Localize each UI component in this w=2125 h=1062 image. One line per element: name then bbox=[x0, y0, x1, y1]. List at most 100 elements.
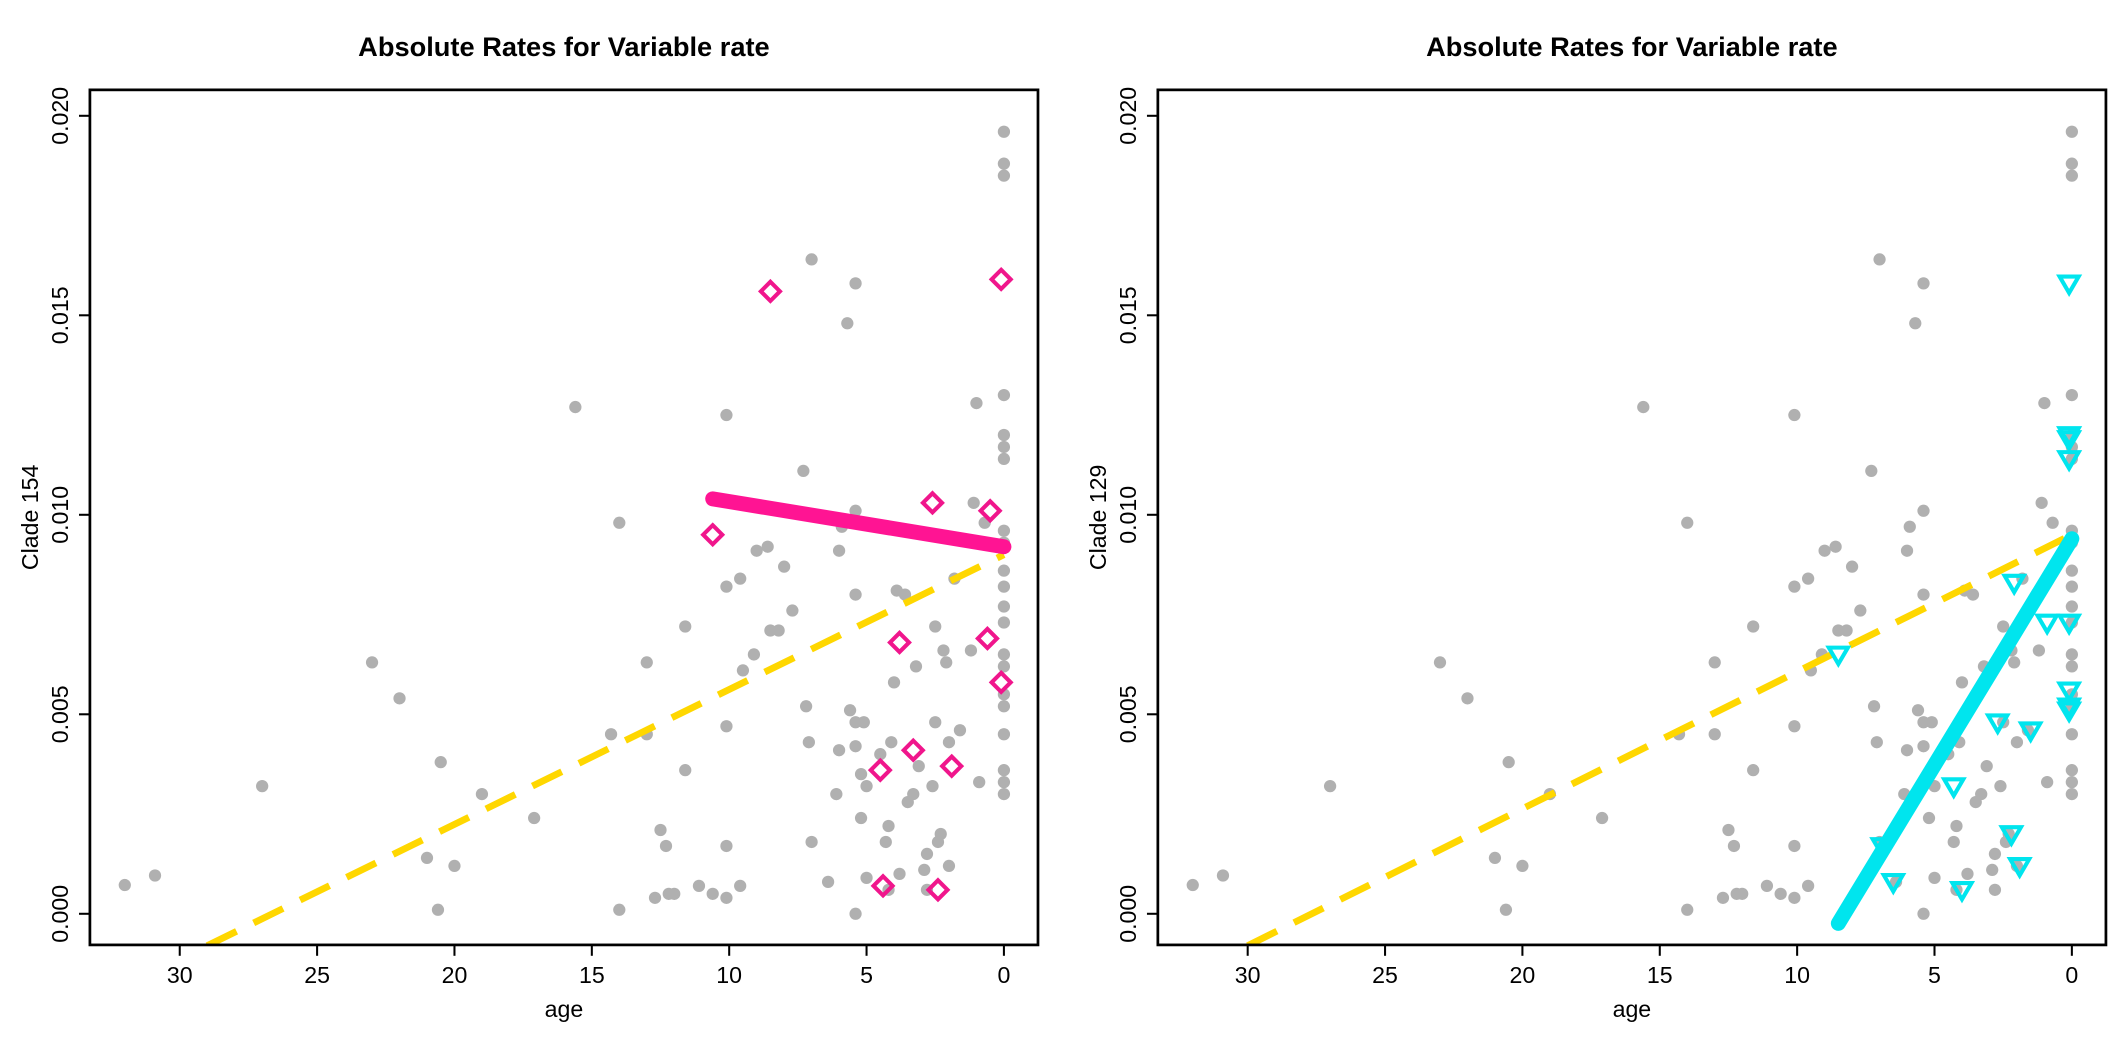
point bbox=[2056, 701, 2083, 724]
point bbox=[973, 775, 986, 789]
point bbox=[1488, 851, 1502, 865]
point bbox=[1975, 787, 1988, 801]
point bbox=[1788, 891, 1801, 904]
point bbox=[2065, 125, 2078, 138]
point bbox=[2008, 656, 2021, 669]
point bbox=[1788, 580, 1801, 593]
point bbox=[2006, 857, 2033, 880]
x-tick-label: 30 bbox=[167, 962, 193, 988]
plot-area bbox=[118, 125, 1014, 945]
point bbox=[942, 859, 956, 873]
point bbox=[2065, 775, 2078, 789]
point bbox=[997, 388, 1011, 402]
point bbox=[640, 656, 653, 669]
point bbox=[849, 588, 862, 601]
point bbox=[2017, 721, 2044, 744]
point bbox=[613, 516, 626, 529]
x-tick-label: 15 bbox=[1647, 962, 1673, 988]
point bbox=[720, 839, 733, 853]
point bbox=[393, 692, 406, 705]
point bbox=[1947, 835, 1960, 849]
point bbox=[1988, 883, 2002, 896]
point bbox=[2056, 450, 2083, 473]
point bbox=[870, 873, 896, 899]
point bbox=[679, 620, 692, 633]
point bbox=[1984, 713, 2011, 736]
y-axis-label: Clade 129 bbox=[1085, 465, 1111, 570]
point bbox=[747, 648, 761, 661]
x-tick-label: 25 bbox=[1372, 962, 1398, 988]
point bbox=[1966, 588, 1980, 601]
point bbox=[929, 620, 942, 633]
point bbox=[706, 887, 719, 900]
point bbox=[1873, 253, 1886, 266]
point bbox=[1940, 777, 1967, 800]
point bbox=[920, 490, 945, 516]
point bbox=[1900, 544, 1914, 557]
point bbox=[1736, 887, 1749, 900]
point bbox=[1928, 871, 1941, 885]
point bbox=[148, 869, 162, 882]
point bbox=[997, 580, 1011, 593]
point bbox=[736, 664, 750, 677]
point bbox=[997, 700, 1011, 713]
point bbox=[898, 588, 912, 601]
point bbox=[2065, 388, 2078, 402]
point bbox=[997, 169, 1011, 182]
y-axis-label: Clade 154 bbox=[17, 465, 43, 571]
point bbox=[832, 544, 846, 557]
point bbox=[720, 580, 733, 593]
point bbox=[448, 859, 461, 873]
point bbox=[1323, 779, 1337, 793]
point bbox=[734, 572, 747, 585]
point bbox=[879, 835, 892, 849]
point bbox=[997, 428, 1011, 442]
point bbox=[772, 624, 785, 637]
point bbox=[2035, 496, 2048, 509]
point bbox=[867, 757, 893, 783]
point bbox=[907, 787, 920, 801]
point bbox=[997, 564, 1011, 577]
point bbox=[475, 787, 489, 801]
point bbox=[1994, 779, 2007, 793]
point bbox=[1499, 903, 1513, 916]
point bbox=[1681, 903, 1694, 916]
point bbox=[849, 740, 862, 753]
y-tick-label: 0.000 bbox=[1115, 885, 1141, 943]
point bbox=[860, 871, 873, 885]
point bbox=[970, 396, 983, 410]
point bbox=[1917, 588, 1930, 601]
trend-line bbox=[1830, 531, 2080, 931]
point bbox=[1788, 720, 1801, 733]
x-tick-label: 10 bbox=[1784, 962, 1810, 988]
point bbox=[1997, 620, 2010, 633]
plot-area bbox=[1186, 125, 2083, 945]
x-tick-label: 25 bbox=[304, 962, 330, 988]
point bbox=[2065, 600, 2078, 613]
point bbox=[2001, 573, 2028, 597]
y-tick-label: 0.010 bbox=[1115, 486, 1141, 544]
x-tick-label: 15 bbox=[579, 962, 605, 988]
point bbox=[1980, 760, 1993, 773]
point bbox=[1845, 560, 1859, 573]
point bbox=[668, 887, 681, 900]
y-tick-label: 0.005 bbox=[47, 685, 73, 743]
point bbox=[761, 540, 774, 553]
point bbox=[420, 851, 434, 865]
point bbox=[1681, 516, 1694, 529]
point bbox=[2065, 764, 2078, 777]
point bbox=[778, 560, 791, 573]
chart-panel: Absolute Rates for Variable rate age Clade… bbox=[17, 31, 1040, 1022]
point bbox=[2056, 274, 2083, 297]
point bbox=[821, 875, 835, 888]
point bbox=[997, 452, 1011, 466]
point bbox=[2046, 516, 2059, 529]
x-tick-label: 30 bbox=[1235, 962, 1261, 988]
point bbox=[997, 648, 1011, 661]
point bbox=[1998, 825, 2025, 848]
point bbox=[2065, 169, 2078, 182]
x-tick-label: 0 bbox=[997, 962, 1010, 988]
point bbox=[1801, 572, 1815, 585]
point bbox=[431, 903, 445, 916]
